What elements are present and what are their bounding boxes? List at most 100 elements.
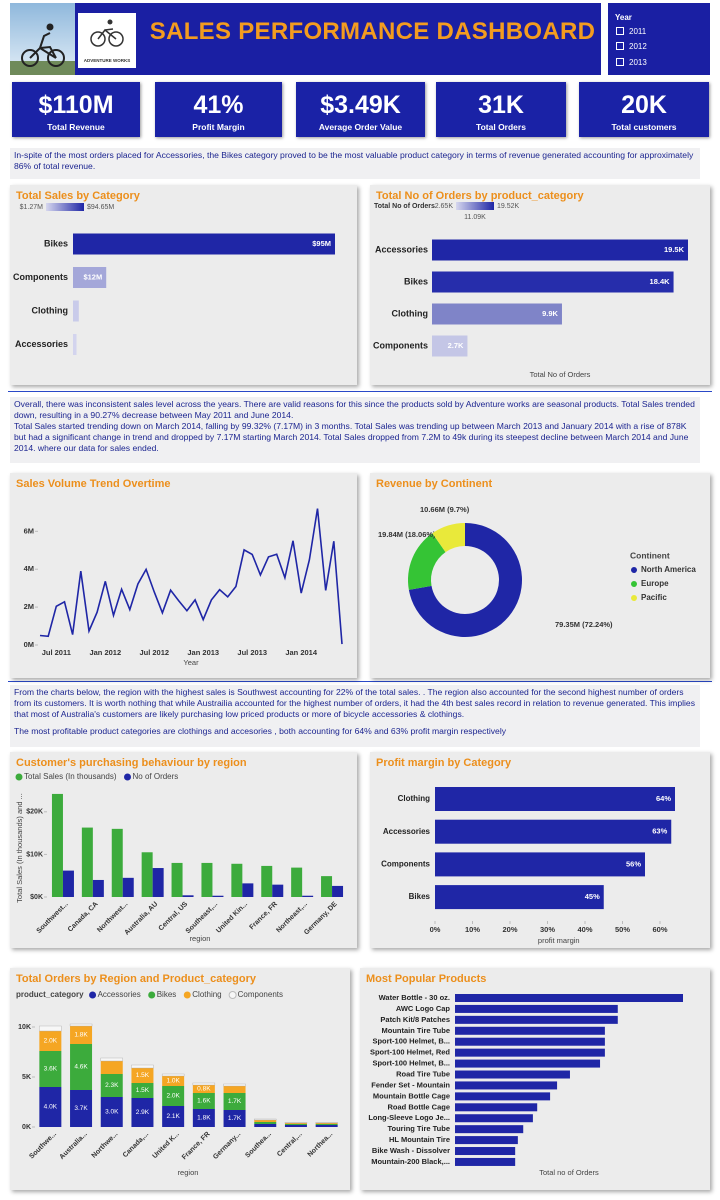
x-tick-label: Southwest...: [36, 901, 70, 935]
x-axis-title: region: [178, 1168, 199, 1177]
category-label: Mountain Tire Tube: [382, 1026, 450, 1035]
bar: [141, 852, 153, 897]
bar: [432, 239, 688, 261]
x-tick-label: Canada,...: [122, 1131, 150, 1159]
bar-segment: [131, 1098, 154, 1127]
bar-segment: [69, 1023, 93, 1027]
category-label: Components: [13, 272, 68, 282]
category-label: Clothing: [392, 308, 429, 318]
data-label: 3.6K: [44, 1066, 58, 1073]
data-label: 1.0K: [166, 1078, 180, 1085]
category-label: Accessories: [15, 339, 68, 349]
x-tick-label: Central,...: [276, 1131, 304, 1159]
bar-segment: [223, 1110, 246, 1127]
bar-segment: [39, 1051, 62, 1087]
bar-segment: [284, 1125, 307, 1127]
data-label: 1.8K: [74, 1032, 88, 1039]
bar: [51, 793, 63, 897]
legend-label: Pacific: [641, 593, 667, 602]
x-tick-label: Germany...: [212, 1131, 242, 1161]
note-text: The most profitable product categories a…: [14, 726, 507, 736]
x-axis-title: Total No of Orders: [530, 370, 591, 379]
x-tick-label: 0%: [430, 925, 441, 934]
slicer-option[interactable]: 2012: [616, 42, 647, 51]
x-tick-label: 20%: [502, 925, 517, 934]
chart-title: Customer's purchasing behaviour by regio…: [16, 757, 247, 769]
kpi-card: 31K Total Orders: [436, 82, 566, 137]
bar: [455, 994, 683, 1002]
slicer-option[interactable]: 2011: [616, 27, 646, 36]
slicer-title: Year: [615, 13, 632, 22]
data-label: 1.6K: [197, 1098, 211, 1105]
bar-segment: [131, 1083, 154, 1098]
category-label: Bikes: [409, 892, 431, 901]
data-label: 2.1K: [166, 1113, 180, 1120]
bar-segment: [161, 1073, 185, 1077]
x-tick-label: United K...: [151, 1131, 180, 1160]
bar: [455, 1059, 601, 1068]
category-label: Road Tire Tube: [396, 1069, 450, 1078]
y-tick-label: $20K: [26, 809, 43, 816]
x-axis-title: region: [190, 934, 211, 943]
data-label: 1.7K: [228, 1115, 242, 1122]
legend-label: No of Orders: [133, 772, 179, 781]
bar: [272, 884, 284, 897]
bar-segment: [162, 1076, 185, 1086]
data-label: 19.84M (18.06%): [378, 530, 436, 539]
bar: [432, 303, 562, 325]
data-label: 1.8K: [197, 1115, 211, 1122]
note-text: From the charts below, the region with t…: [14, 687, 696, 719]
x-tick-label: Jul 2013: [237, 648, 267, 657]
kpi-value: 31K: [478, 91, 524, 119]
bar: [212, 895, 224, 897]
x-tick-label: Northea...: [307, 1131, 335, 1159]
bar: [152, 868, 164, 897]
x-tick-label: Southwe...: [28, 1131, 58, 1161]
header-bar: [75, 3, 601, 75]
bar: [455, 1136, 518, 1145]
slicer-option[interactable]: 2013: [616, 58, 647, 67]
slicer-option-label: 2011: [629, 27, 647, 36]
data-label: 45%: [585, 892, 600, 901]
category-label: Accessories: [375, 244, 428, 254]
kpi-label: Total Orders: [476, 122, 526, 132]
category-label: Long-Sleeve Logo Je...: [368, 1113, 450, 1122]
chart-panel: Customer's purchasing behaviour by regio…: [10, 752, 357, 948]
category-label: Clothing: [398, 794, 431, 803]
category-label: Mountain Bottle Cage: [373, 1091, 450, 1100]
bar: [455, 1157, 516, 1166]
category-label: Clothing: [32, 305, 69, 315]
note-text: In-spite of the most orders placed for A…: [14, 150, 694, 171]
separator: [8, 681, 712, 682]
category-label: Road Bottle Cage: [387, 1102, 450, 1111]
data-label: 4.6K: [74, 1064, 88, 1071]
category-label: Bike Wash - Dissolver: [372, 1146, 450, 1155]
bar: [73, 334, 77, 355]
bar-segment: [223, 1086, 246, 1093]
pie-slice: [408, 533, 446, 590]
legend-label: Bikes: [157, 990, 177, 999]
data-label: 64%: [656, 794, 671, 803]
category-label: Sport-100 Helmet, B...: [372, 1059, 450, 1068]
kpi-card: $3.49K Average Order Value: [296, 82, 425, 137]
bar: [242, 883, 254, 897]
kpi-card: 41% Profit Margin: [155, 82, 282, 137]
kpi-label: Total customers: [611, 122, 677, 132]
bar: [455, 1125, 524, 1134]
legend-title: Continent: [630, 550, 670, 560]
bar: [92, 879, 104, 897]
color-scale-title: Total No of Orders: [374, 203, 435, 210]
bar-segment: [192, 1085, 215, 1093]
header-photo: [10, 3, 75, 75]
bar-segment: [162, 1086, 185, 1106]
bar: [435, 885, 604, 910]
color-scale-label: 11.09K: [464, 214, 486, 221]
data-label: 0.8K: [197, 1086, 211, 1093]
chart-title: Total Sales by Category: [16, 190, 141, 202]
bar-segment: [131, 1064, 154, 1069]
y-tick-label: 2M: [24, 602, 34, 611]
logo: ADVENTURE WORKS: [78, 13, 136, 68]
insight-note: In-spite of the most orders placed for A…: [10, 148, 700, 179]
data-label: 19.5K: [664, 245, 685, 254]
data-label: 63%: [652, 827, 667, 836]
